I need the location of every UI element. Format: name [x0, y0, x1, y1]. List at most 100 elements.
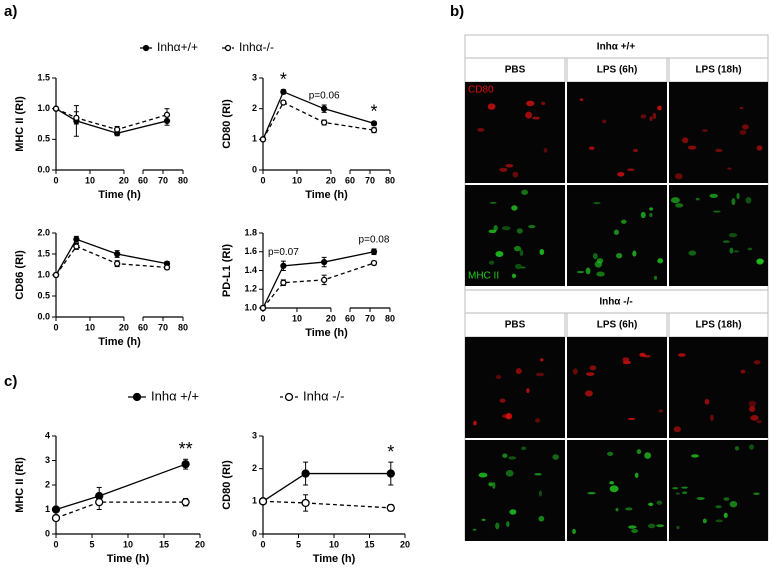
x-axis-title: Time (h)	[305, 327, 348, 339]
x-tick-label: 70	[158, 322, 168, 332]
cell	[677, 353, 686, 357]
cell	[696, 497, 705, 500]
micrograph	[465, 337, 565, 438]
cell	[647, 523, 656, 529]
cell	[540, 358, 544, 362]
cell	[525, 111, 533, 119]
cell	[639, 352, 646, 357]
series-line	[262, 251, 375, 309]
cell	[539, 249, 545, 255]
data-point	[181, 460, 190, 469]
series-line	[55, 238, 168, 276]
data-point	[181, 497, 190, 507]
cell	[508, 456, 517, 460]
data-point	[163, 111, 171, 118]
x-tick-label: 80	[385, 313, 395, 323]
y-axis-title: MHC II (RI)	[14, 457, 26, 513]
cell	[729, 500, 738, 508]
data-point	[301, 469, 310, 478]
series-line	[262, 90, 375, 140]
y-tick-label: 1.8	[244, 227, 257, 237]
cell	[613, 229, 620, 235]
cell	[488, 260, 495, 265]
cell	[753, 492, 760, 495]
x-tick-label: 20	[400, 539, 410, 549]
cell	[506, 521, 510, 527]
column-title: LPS (18h)	[695, 65, 741, 76]
cell	[515, 263, 522, 270]
cell	[472, 528, 477, 531]
panel-label: b)	[450, 3, 464, 20]
cell	[676, 525, 680, 530]
column-title: PBS	[505, 65, 526, 76]
column-title: LPS (6h)	[597, 320, 638, 331]
cell	[519, 249, 524, 257]
x-axis-title: Time (h)	[305, 189, 348, 201]
cell	[499, 398, 506, 403]
cell	[587, 492, 596, 495]
cell	[753, 360, 761, 365]
cell	[644, 452, 652, 459]
y-tick-label: 0	[252, 164, 257, 174]
cell	[541, 101, 546, 106]
cell	[652, 112, 657, 120]
micrograph	[567, 82, 667, 183]
x-tick-label: 20	[119, 175, 129, 185]
panel-label: a)	[4, 3, 17, 20]
cell	[656, 524, 665, 528]
channel-label: CD80	[468, 85, 494, 96]
y-tick-label: 1	[252, 134, 257, 144]
cell	[552, 454, 559, 460]
cell	[588, 146, 595, 150]
y-tick-label: 2.0	[37, 227, 50, 237]
x-tick-label: 10	[85, 175, 95, 185]
cell	[749, 444, 754, 450]
cell	[627, 417, 636, 421]
y-tick-label: 0	[45, 528, 50, 538]
cell	[704, 398, 710, 405]
x-axis-title: Time (h)	[98, 189, 141, 201]
data-point	[321, 276, 328, 284]
data-point	[280, 262, 287, 269]
y-axis-title: PD-L1 (RI)	[221, 244, 233, 298]
cell	[747, 247, 753, 251]
cell	[695, 197, 700, 201]
cell	[710, 414, 714, 422]
cell	[622, 357, 630, 362]
cell	[734, 446, 740, 451]
x-tick-label: 0	[53, 322, 58, 332]
data-point	[321, 119, 328, 126]
cell	[636, 449, 642, 455]
annotation: p=0.07	[268, 247, 299, 258]
x-tick-label: 10	[85, 322, 95, 332]
cell	[516, 228, 523, 234]
cell	[736, 192, 740, 200]
y-axis-title: CD80 (RI)	[221, 460, 233, 510]
cell	[535, 372, 545, 377]
x-tick-label: 0	[53, 539, 58, 549]
x-tick-label: 0	[260, 313, 265, 323]
x-axis-title: Time (h)	[107, 553, 150, 565]
cell	[594, 260, 603, 268]
series-line	[55, 501, 186, 519]
x-tick-label: 80	[178, 322, 188, 332]
cell	[681, 486, 688, 489]
cell	[532, 116, 540, 120]
data-point	[73, 236, 80, 243]
data-point	[95, 497, 104, 507]
cell	[534, 472, 542, 476]
data-point	[114, 250, 121, 258]
micrograph	[465, 82, 565, 183]
micrograph	[465, 440, 565, 541]
x-tick-label: 20	[326, 313, 336, 323]
cell	[649, 213, 653, 218]
data-point	[114, 126, 121, 133]
cell	[702, 129, 708, 132]
y-tick-label: 1.0	[244, 302, 257, 312]
annotation: *	[280, 69, 287, 89]
cell	[756, 259, 765, 264]
micrograph	[669, 337, 768, 438]
cell	[495, 522, 500, 530]
data-point	[114, 260, 121, 267]
